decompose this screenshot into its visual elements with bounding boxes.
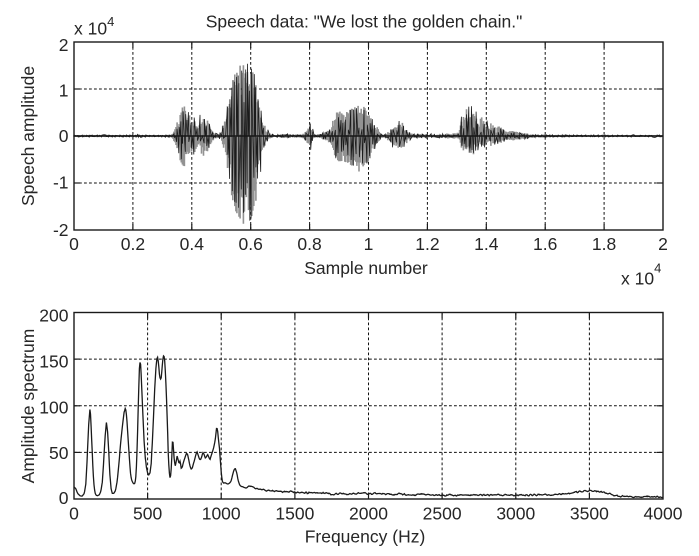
svg-text:500: 500 bbox=[133, 504, 162, 524]
svg-text:Amplitude spectrum: Amplitude spectrum bbox=[18, 329, 38, 484]
svg-text:Frequency (Hz): Frequency (Hz) bbox=[305, 527, 426, 547]
svg-text:1.4: 1.4 bbox=[474, 234, 499, 254]
svg-text:1.8: 1.8 bbox=[592, 234, 616, 254]
svg-text:4000: 4000 bbox=[644, 504, 683, 524]
svg-text:0: 0 bbox=[59, 488, 69, 508]
svg-text:0.4: 0.4 bbox=[180, 234, 205, 254]
svg-text:0: 0 bbox=[59, 126, 69, 146]
svg-text:0.8: 0.8 bbox=[297, 234, 321, 254]
svg-text:1.6: 1.6 bbox=[533, 234, 557, 254]
svg-text:-2: -2 bbox=[53, 220, 69, 240]
svg-text:100: 100 bbox=[39, 397, 68, 417]
svg-text:1: 1 bbox=[364, 234, 374, 254]
svg-text:Speech amplitude: Speech amplitude bbox=[18, 66, 38, 206]
svg-text:3000: 3000 bbox=[496, 504, 535, 524]
svg-text:150: 150 bbox=[39, 351, 68, 371]
svg-text:200: 200 bbox=[39, 306, 68, 326]
svg-text:0.2: 0.2 bbox=[121, 234, 145, 254]
svg-text:0: 0 bbox=[69, 234, 79, 254]
svg-text:2500: 2500 bbox=[423, 504, 462, 524]
svg-text:0: 0 bbox=[69, 504, 79, 524]
svg-text:3500: 3500 bbox=[570, 504, 609, 524]
svg-text:50: 50 bbox=[49, 443, 69, 463]
svg-text:1500: 1500 bbox=[275, 504, 314, 524]
svg-text:2000: 2000 bbox=[349, 504, 388, 524]
svg-text:Sample number: Sample number bbox=[304, 258, 428, 278]
svg-text:1.2: 1.2 bbox=[415, 234, 439, 254]
svg-text:-1: -1 bbox=[53, 173, 69, 193]
svg-text:0.6: 0.6 bbox=[239, 234, 263, 254]
svg-text:1: 1 bbox=[59, 81, 69, 101]
svg-text:2: 2 bbox=[658, 234, 668, 254]
svg-text:Speech data: "We lost the gold: Speech data: "We lost the golden chain." bbox=[206, 12, 523, 32]
svg-text:1000: 1000 bbox=[202, 504, 241, 524]
svg-text:2: 2 bbox=[59, 35, 69, 55]
